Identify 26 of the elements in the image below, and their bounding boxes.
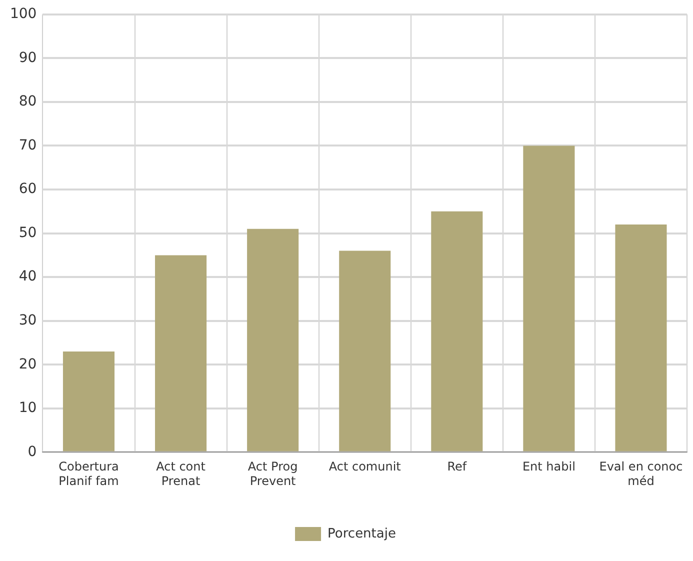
y-tick-label: 60 xyxy=(18,181,37,198)
y-tick-label: 50 xyxy=(18,224,37,241)
y-tick-label: 100 xyxy=(10,6,37,22)
x-tick-label: Cobertura Planif fam xyxy=(58,460,119,488)
y-tick-label: 80 xyxy=(18,94,37,110)
bar xyxy=(247,228,299,452)
x-tick-label: Act comunit xyxy=(328,460,402,474)
y-tick-label: 10 xyxy=(18,400,37,416)
y-tick-label: 0 xyxy=(28,444,37,460)
x-tick-label: Eval en conoc méd xyxy=(599,460,683,488)
bar xyxy=(339,250,391,452)
bar xyxy=(155,255,207,452)
bar xyxy=(523,146,575,452)
bar xyxy=(62,352,115,452)
y-tick-label: 30 xyxy=(18,312,37,328)
x-tick-label: Act Prog Prevent xyxy=(248,460,298,488)
y-tick-label: 90 xyxy=(18,50,37,66)
y-tick-label: 20 xyxy=(18,356,37,372)
y-tick-label: 70 xyxy=(18,137,37,154)
y-tick-label: 40 xyxy=(18,268,37,285)
x-tick-label: Act cont Prenat xyxy=(156,460,206,488)
bar xyxy=(431,211,483,452)
bar xyxy=(615,224,667,452)
x-tick-label: Ref xyxy=(447,460,468,474)
x-tick-label: Ent habil xyxy=(522,460,576,474)
legend-label: Porcentaje xyxy=(328,526,396,542)
